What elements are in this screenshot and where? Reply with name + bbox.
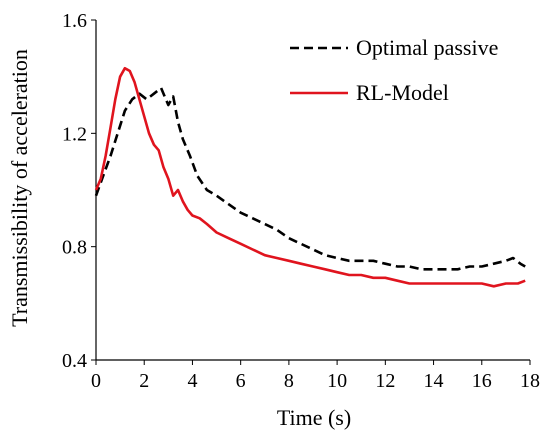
x-tick-label: 0: [91, 370, 101, 392]
x-tick-label: 10: [327, 370, 347, 392]
series-line-optimal-passive: [94, 86, 526, 271]
x-tick-label: 12: [375, 370, 395, 392]
x-tick-label: 14: [424, 370, 444, 392]
y-tick-label: 1.2: [62, 123, 87, 145]
series-lines: [94, 66, 526, 288]
y-axis-title: Transmissibility of acceleration: [7, 49, 32, 327]
x-tick-label: 16: [472, 370, 492, 392]
legend-label-optimal-passive: Optimal passive: [356, 35, 498, 60]
tick-labels: 0 2 4 6 8 10 12 14 16 18 0.4 0.8 1.2 1.6: [62, 10, 540, 392]
y-tick-label: 1.6: [62, 10, 87, 32]
x-tick-label: 4: [187, 370, 197, 392]
y-tick-label: 0.4: [62, 350, 87, 372]
x-tick-label: 2: [139, 370, 149, 392]
x-tick-label: 8: [284, 370, 294, 392]
y-tick-label: 0.8: [62, 237, 87, 259]
x-axis-title: Time (s): [277, 405, 351, 430]
legend: Optimal passive RL-Model: [290, 35, 498, 105]
x-tick-label: 18: [520, 370, 540, 392]
series-line-rl-model: [94, 66, 526, 288]
x-tick-label: 6: [236, 370, 246, 392]
axes: [91, 19, 531, 365]
legend-label-rl-model: RL-Model: [356, 80, 449, 105]
